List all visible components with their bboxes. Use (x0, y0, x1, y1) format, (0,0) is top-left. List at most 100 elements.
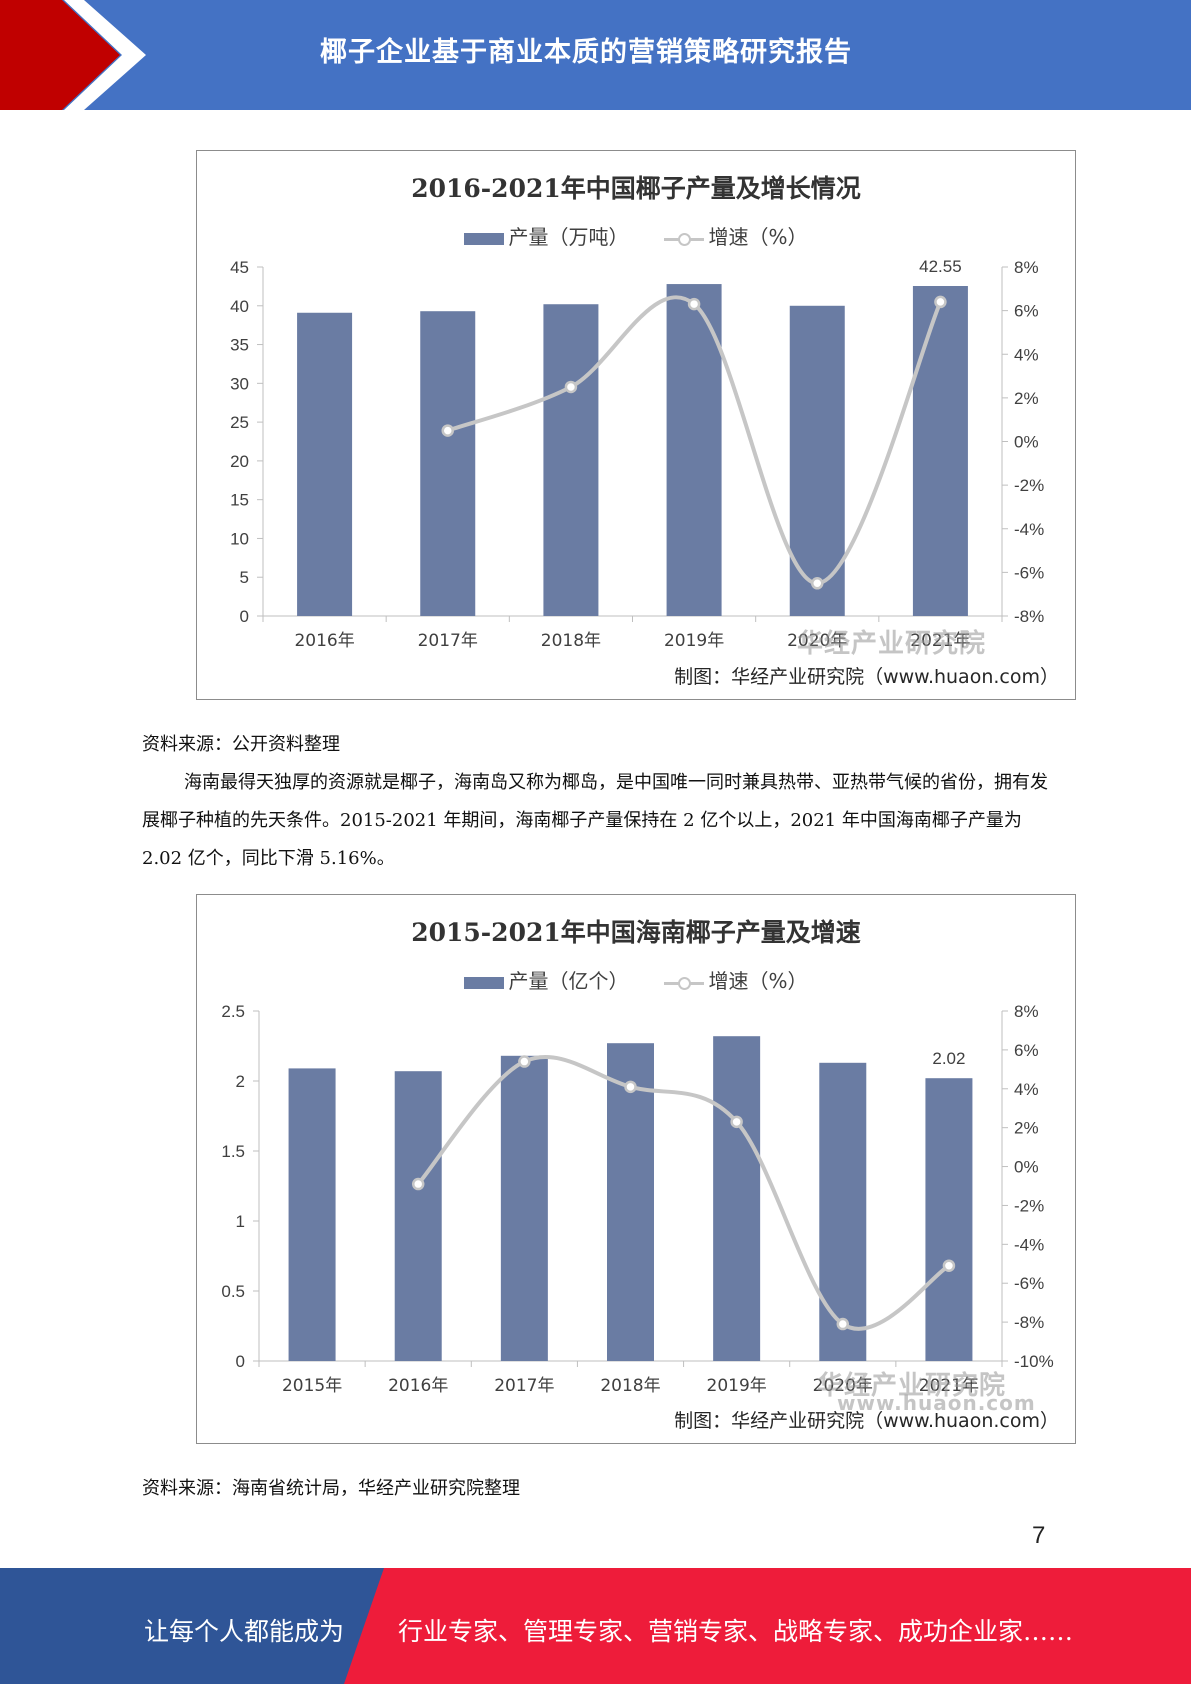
x-tick-label: 2021年 (910, 631, 970, 651)
y-right-tick-label: -10% (1014, 1352, 1054, 1371)
growth-point (687, 297, 701, 311)
y-left-tick-label: 0 (240, 607, 249, 626)
page-header: 椰子企业基于商业本质的营销策略研究报告 (0, 0, 1191, 110)
legend-bar-label: 产量（万吨） (508, 225, 629, 249)
bar (912, 286, 968, 616)
x-tick-label: 2015年 (282, 1376, 342, 1396)
chart-2-legend: 产量（亿个） 增速（%） (197, 965, 1075, 994)
y-right-tick-label: 4% (1014, 345, 1039, 364)
y-left-tick-label: 2 (236, 1072, 245, 1091)
growth-point (411, 1177, 425, 1191)
chart-1-title: 2016-2021年中国椰子产量及增长情况 (411, 174, 861, 203)
y-left-tick-label: 5 (240, 568, 249, 587)
bar (666, 284, 722, 616)
legend-line-swatch (664, 231, 705, 247)
y-right-tick-label: 0% (1014, 1158, 1039, 1177)
x-tick-label: 2021年 (919, 1376, 979, 1396)
legend-bar-label: 产量（亿个） (508, 969, 629, 993)
y-right-tick-label: -6% (1014, 1274, 1044, 1293)
bar (288, 1068, 336, 1361)
growth-point (624, 1080, 637, 1094)
bar (925, 1078, 973, 1361)
chart-2-watermark: 华经产业研究院 (817, 1371, 1007, 1401)
y-left-tick-label: 1 (236, 1212, 245, 1231)
bar (394, 1071, 442, 1361)
bar (713, 1036, 761, 1361)
data-label: 42.55 (919, 257, 962, 276)
header-chevron-decoration (0, 0, 146, 110)
legend-bar-swatch (464, 232, 505, 245)
y-right-tick-label: -2% (1014, 1196, 1044, 1215)
chart-1-legend: 产量（万吨） 增速（%） (197, 221, 1075, 250)
chart-2-title: 2015-2021年中国海南椰子产量及增速 (411, 918, 861, 947)
legend-line-swatch (664, 975, 705, 991)
footer-slogan-left: 让每个人都能成为 (144, 1617, 345, 1646)
x-tick-label: 2016年 (294, 631, 354, 651)
bar (789, 305, 845, 616)
legend-line-label: 增速（%） (708, 225, 808, 249)
bar (297, 312, 353, 616)
growth-point (441, 424, 454, 437)
y-left-tick-label: 35 (230, 336, 249, 355)
chart-2-credit: 制图：华经产业研究院（www.huaon.com） (674, 1410, 1059, 1432)
chart-1-credit: 制图：华经产业研究院（www.huaon.com） (674, 666, 1059, 688)
x-tick-label: 2018年 (600, 1376, 660, 1396)
y-right-tick-label: -6% (1014, 563, 1044, 582)
y-right-tick-label: 6% (1014, 1041, 1039, 1060)
y-right-tick-label: 4% (1014, 1080, 1039, 1099)
y-left-tick-label: 25 (230, 413, 249, 432)
footer-slogan-right: 行业专家、管理专家、营销专家、战略专家、成功企业家…… (398, 1617, 1074, 1646)
y-left-tick-label: 15 (230, 491, 249, 510)
chart-1-watermark: 华经产业研究院 (797, 629, 987, 659)
y-left-tick-label: 45 (230, 258, 249, 277)
x-tick-label: 2016年 (388, 1376, 448, 1396)
page-number: 7 (1032, 1522, 1046, 1549)
growth-point (934, 295, 947, 309)
legend-bar-swatch (464, 976, 505, 989)
bar (420, 311, 476, 616)
chart-2-watermark-url: www.huaon.com (837, 1391, 1036, 1415)
source-note-2: 资料来源：海南省统计局，华经产业研究院整理 (142, 1478, 520, 1499)
y-left-tick-label: 2.5 (221, 1002, 245, 1021)
legend-line-label: 增速（%） (708, 969, 808, 993)
y-right-tick-label: -4% (1014, 1235, 1044, 1254)
bar (500, 1055, 548, 1361)
y-right-tick-label: 0% (1014, 433, 1039, 452)
growth-point (564, 380, 578, 394)
y-left-tick-label: 1.5 (221, 1142, 245, 1161)
x-tick-label: 2020年 (813, 1376, 873, 1396)
x-tick-label: 2018年 (541, 631, 601, 651)
x-tick-label: 2020年 (787, 631, 847, 651)
y-right-tick-label: -8% (1014, 1313, 1044, 1332)
growth-point (811, 577, 824, 590)
source-note-1: 资料来源：公开资料整理 (142, 734, 340, 755)
chart-1-plot: 0 5 10 15 20 25 30 35 40 45 -8% -6% -4% -2% 0% 2% 4% 6% 8%… (230, 257, 1044, 651)
page-footer: 让每个人都能成为 行业专家、管理专家、营销专家、战略专家、成功企业家…… (0, 1568, 1191, 1684)
chart-coconut-production: 0 5 10 15 20 25 30 35 40 45 -8% -6% -4% -2% 0% 2% 4% 6% 8%… (196, 150, 1076, 700)
y-left-tick-label: 30 (230, 374, 249, 393)
growth-point (518, 1055, 531, 1068)
y-left-tick-label: 20 (230, 452, 249, 471)
growth-line (447, 295, 943, 586)
y-right-tick-label: 8% (1014, 258, 1039, 277)
chart-2-plot: 0 0.5 1 1.5 2 2.5 -10% -8% -6% -4% -2% 0% 2% 4% 6% 8% 20… (221, 1002, 1054, 1396)
data-label: 2.02 (932, 1049, 965, 1068)
bar (543, 304, 599, 616)
y-left-tick-label: 40 (230, 297, 249, 316)
chart-hainan-coconut-production: 0 0.5 1 1.5 2 2.5 -10% -8% -6% -4% -2% 0% 2% 4% 6% 8% 20… (196, 894, 1076, 1444)
y-left-tick-label: 10 (230, 529, 249, 548)
body-paragraph: 海南最得天独厚的资源就是椰子，海南岛又称为椰岛，是中国唯一同时兼具热带、亚热带气… (142, 772, 1048, 869)
footer-background (0, 1568, 1191, 1684)
y-left-tick-label: 0.5 (221, 1282, 245, 1301)
growth-line (416, 1055, 951, 1331)
y-right-tick-label: -2% (1014, 476, 1044, 495)
growth-point (730, 1115, 743, 1129)
bar (607, 1043, 654, 1361)
x-tick-label: 2017年 (418, 631, 478, 651)
x-tick-label: 2019年 (664, 631, 724, 651)
y-left-tick-label: 0 (236, 1352, 245, 1371)
x-tick-label: 2019年 (707, 1376, 767, 1396)
growth-point (836, 1317, 850, 1331)
growth-point (942, 1259, 956, 1272)
y-right-tick-label: -4% (1014, 520, 1044, 539)
